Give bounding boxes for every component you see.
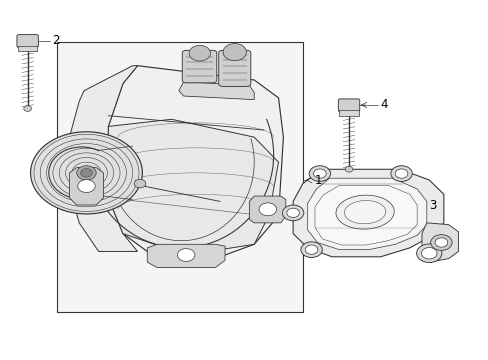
- Circle shape: [30, 132, 142, 214]
- Polygon shape: [314, 185, 416, 245]
- Circle shape: [189, 45, 210, 61]
- Bar: [57, 42, 302, 312]
- Circle shape: [24, 106, 31, 111]
- Bar: [18, 46, 37, 51]
- Polygon shape: [147, 244, 224, 267]
- Ellipse shape: [335, 195, 393, 229]
- Circle shape: [308, 166, 330, 181]
- FancyBboxPatch shape: [338, 99, 359, 112]
- Ellipse shape: [344, 201, 385, 224]
- Text: 2: 2: [52, 34, 60, 47]
- Circle shape: [345, 166, 352, 172]
- Polygon shape: [108, 66, 283, 258]
- Circle shape: [286, 208, 299, 217]
- Circle shape: [77, 166, 96, 180]
- Bar: [339, 111, 358, 116]
- FancyBboxPatch shape: [182, 50, 216, 83]
- Circle shape: [78, 180, 95, 193]
- Polygon shape: [292, 169, 443, 257]
- Circle shape: [313, 169, 325, 178]
- Polygon shape: [69, 66, 137, 251]
- Circle shape: [223, 44, 246, 61]
- Circle shape: [434, 238, 447, 247]
- Circle shape: [259, 203, 276, 216]
- FancyBboxPatch shape: [17, 35, 38, 48]
- Circle shape: [416, 244, 441, 262]
- Circle shape: [300, 242, 322, 257]
- Circle shape: [305, 245, 317, 254]
- Circle shape: [81, 168, 92, 177]
- Circle shape: [282, 205, 303, 221]
- Polygon shape: [69, 167, 103, 205]
- Circle shape: [421, 248, 436, 259]
- Circle shape: [430, 235, 451, 250]
- FancyBboxPatch shape: [218, 50, 250, 86]
- Polygon shape: [249, 196, 285, 223]
- Polygon shape: [108, 119, 278, 255]
- Text: 3: 3: [428, 198, 436, 212]
- Text: 4: 4: [380, 99, 387, 112]
- Circle shape: [134, 179, 145, 188]
- Polygon shape: [307, 178, 426, 249]
- Text: 1: 1: [314, 174, 322, 186]
- Polygon shape: [179, 82, 254, 100]
- Polygon shape: [421, 223, 458, 262]
- Circle shape: [390, 166, 411, 181]
- Circle shape: [177, 249, 195, 261]
- Circle shape: [394, 169, 407, 178]
